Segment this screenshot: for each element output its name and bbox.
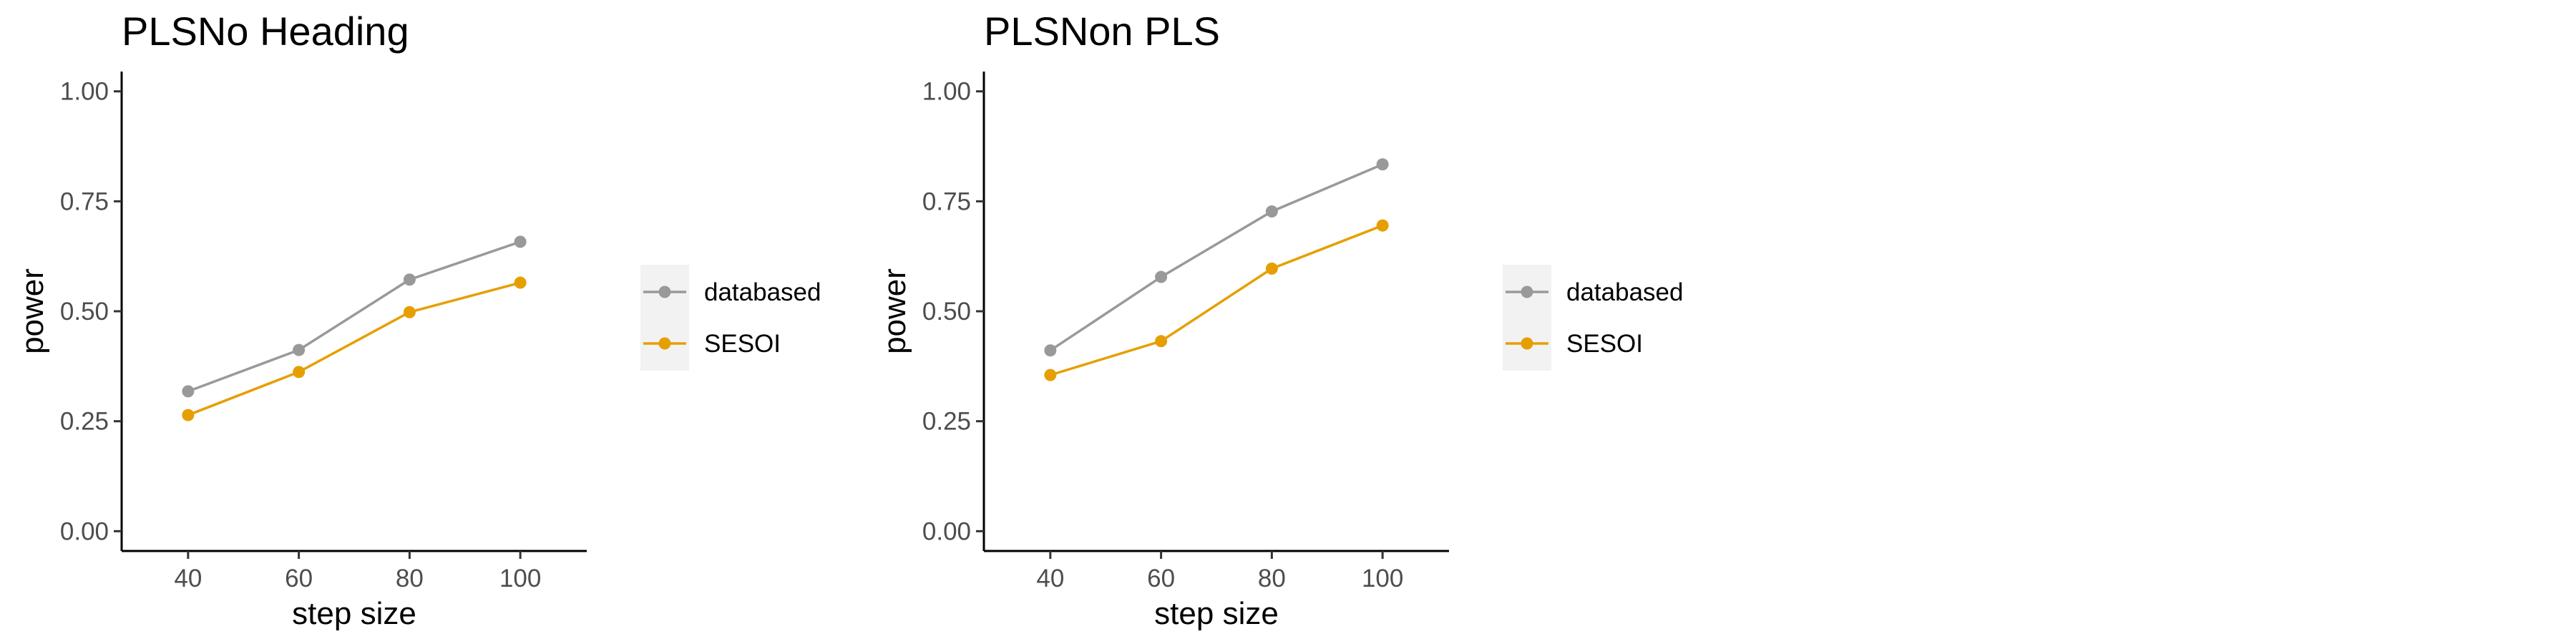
series-line-databased — [187, 240, 521, 393]
y-tick-label: 0.50 — [60, 298, 109, 326]
y-tick-label: 0.50 — [922, 298, 971, 326]
data-point-sesoi — [514, 276, 527, 289]
data-point-databased — [1376, 158, 1389, 171]
data-point-databased — [1155, 270, 1168, 283]
legend-key-background — [640, 265, 689, 371]
data-point-sesoi — [403, 306, 416, 318]
legend-key-point-sesoi — [1521, 337, 1533, 350]
y-tick-label: 0.25 — [922, 408, 971, 436]
data-point-sesoi — [293, 366, 306, 379]
x-tick-label: 100 — [499, 565, 541, 592]
data-point-databased — [1044, 344, 1057, 357]
x-axis-title: step size — [1154, 596, 1279, 631]
data-point-sesoi — [1155, 335, 1168, 348]
chart-panel-2: PLSNon PLS 0.00 0.25 0.50 0.75 1.00 40 60 80 100 s… — [877, 9, 1683, 631]
y-tick-label: 0.75 — [922, 187, 971, 215]
chart-panel-1: PLSNo Heading 0.00 0.25 0.50 0.75 1.00 40 60 80 1… — [15, 9, 821, 631]
data-point-databased — [182, 385, 195, 398]
x-tick-label: 80 — [1258, 565, 1286, 592]
data-point-sesoi — [182, 409, 195, 421]
x-tick-label: 80 — [396, 565, 424, 592]
y-tick-label: 1.00 — [60, 78, 109, 106]
data-point-databased — [403, 273, 416, 286]
legend-key-point-sesoi — [658, 337, 671, 350]
data-point-databased — [514, 235, 527, 248]
x-tick-label: 40 — [174, 565, 202, 592]
x-tick-label: 60 — [1147, 565, 1175, 592]
chart-title: PLSNon PLS — [984, 9, 1220, 54]
legend-label-sesoi: SESOI — [1566, 330, 1643, 358]
data-point-sesoi — [1265, 262, 1278, 275]
legend-key-point-databased — [658, 286, 671, 298]
y-tick-label: 1.00 — [922, 78, 971, 106]
y-tick-label: 0.00 — [60, 517, 109, 545]
x-tick-label: 100 — [1362, 565, 1403, 592]
x-tick-label: 60 — [285, 565, 313, 592]
series-line-sesoi — [187, 281, 521, 416]
legend: databased SESOI — [640, 265, 821, 371]
data-point-sesoi — [1376, 219, 1389, 232]
legend-label-databased: databased — [704, 278, 821, 306]
y-axis-title: power — [15, 268, 50, 354]
series-line-sesoi — [1050, 224, 1383, 376]
data-point-databased — [1265, 205, 1278, 218]
x-tick-label: 40 — [1036, 565, 1064, 592]
x-axis-title: step size — [292, 596, 416, 631]
chart-title: PLSNo Heading — [122, 9, 409, 54]
legend-key-point-databased — [1521, 286, 1533, 298]
legend-label-sesoi: SESOI — [704, 330, 781, 358]
data-point-databased — [293, 343, 306, 356]
legend-label-databased: databased — [1566, 278, 1683, 306]
y-tick-label: 0.00 — [922, 517, 971, 545]
y-tick-label: 0.75 — [60, 187, 109, 215]
y-axis-title: power — [877, 268, 912, 354]
legend: databased SESOI — [1503, 265, 1683, 371]
data-point-sesoi — [1044, 369, 1057, 381]
y-tick-label: 0.25 — [60, 408, 109, 436]
legend-key-background — [1503, 265, 1551, 371]
series-line-databased — [1049, 163, 1383, 352]
